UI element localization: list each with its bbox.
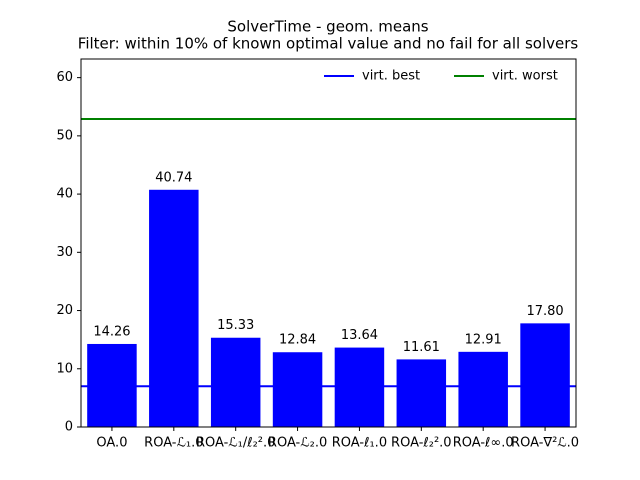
x-tick-label: ROA-∇²ℒ.0 — [511, 436, 579, 451]
value-label: 11.61 — [403, 340, 440, 355]
x-tick-label: OA.0 — [96, 436, 127, 451]
legend-label: virt. best — [362, 69, 420, 84]
x-tick-label: ROA-ℓ₁.0 — [332, 436, 387, 451]
x-tick-label: ROA-ℒ₁/ℓ₂².0 — [196, 436, 276, 451]
x-tick-label: ROA-ℒ₁.0 — [144, 436, 203, 451]
x-tick-label: ROA-ℓ∞.0 — [453, 436, 514, 451]
value-label: 15.33 — [217, 318, 254, 333]
chart-subtitle: Filter: within 10% of known optimal valu… — [78, 35, 579, 53]
bar — [396, 359, 447, 427]
value-label: 17.80 — [526, 304, 563, 319]
x-tick-label: ROA-ℓ₂².0 — [391, 436, 452, 451]
y-tick-label: 60 — [56, 70, 73, 85]
x-tick-label: ROA-ℒ₂.0 — [268, 436, 327, 451]
bar — [149, 189, 199, 427]
y-tick-label: 10 — [56, 361, 73, 376]
y-tick-label: 20 — [56, 303, 73, 318]
bar — [334, 347, 385, 427]
value-label: 40.74 — [155, 170, 192, 185]
bar — [458, 351, 508, 427]
value-label: 12.91 — [465, 332, 502, 347]
bar — [210, 337, 261, 427]
y-tick-label: 40 — [56, 187, 73, 202]
y-tick-label: 50 — [56, 128, 73, 143]
plot-frame — [80, 58, 577, 428]
y-tick-label: 0 — [65, 420, 73, 435]
value-label: 13.64 — [341, 328, 378, 343]
legend-label: virt. worst — [492, 69, 558, 84]
bar — [520, 323, 570, 427]
bar — [272, 352, 323, 427]
value-label: 12.84 — [279, 333, 316, 348]
chart-title: SolverTime - geom. means — [227, 18, 428, 36]
value-label: 14.26 — [93, 324, 130, 339]
y-tick-label: 30 — [56, 245, 73, 260]
